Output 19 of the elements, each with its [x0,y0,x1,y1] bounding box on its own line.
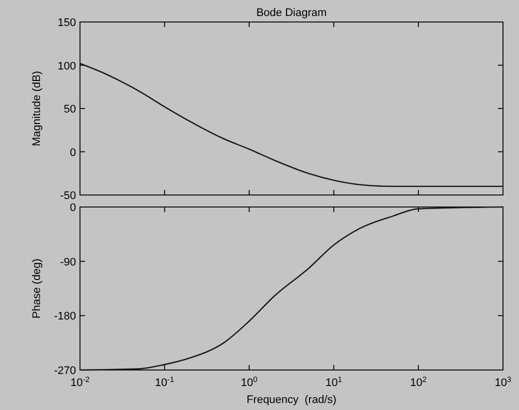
x-tick-label: 10$^{0}$ [240,374,258,389]
x-tick-label: 10$^{3}$ [494,374,512,389]
x-tick-label: 10$^{1}$ [326,374,342,389]
y-tick-label: 150 [58,17,76,29]
y-tick-label: 0 [70,202,76,214]
chart-title: Bode Diagram [256,7,327,19]
x-tick-label: 10$^{2}$ [410,374,427,389]
y-tick-label: -50 [60,190,76,202]
y-axis-title: Magnitude (dB) [31,70,43,146]
y-tick-label: 50 [64,104,76,116]
y-tick-label: -180 [54,310,76,323]
y-tick-label: 100 [58,60,76,72]
y-tick-label: 0 [70,146,76,159]
x-tick-label: 10$^{-1}$ [155,374,174,389]
x-axis-title: Frequency (rad/s) [246,394,336,406]
y-tick-label: -270 [54,365,76,377]
y-tick-label: -90 [60,256,76,268]
y-axis-title: Phase (deg) [31,258,43,318]
x-tick-label: 10$^{-2}$ [70,374,90,389]
